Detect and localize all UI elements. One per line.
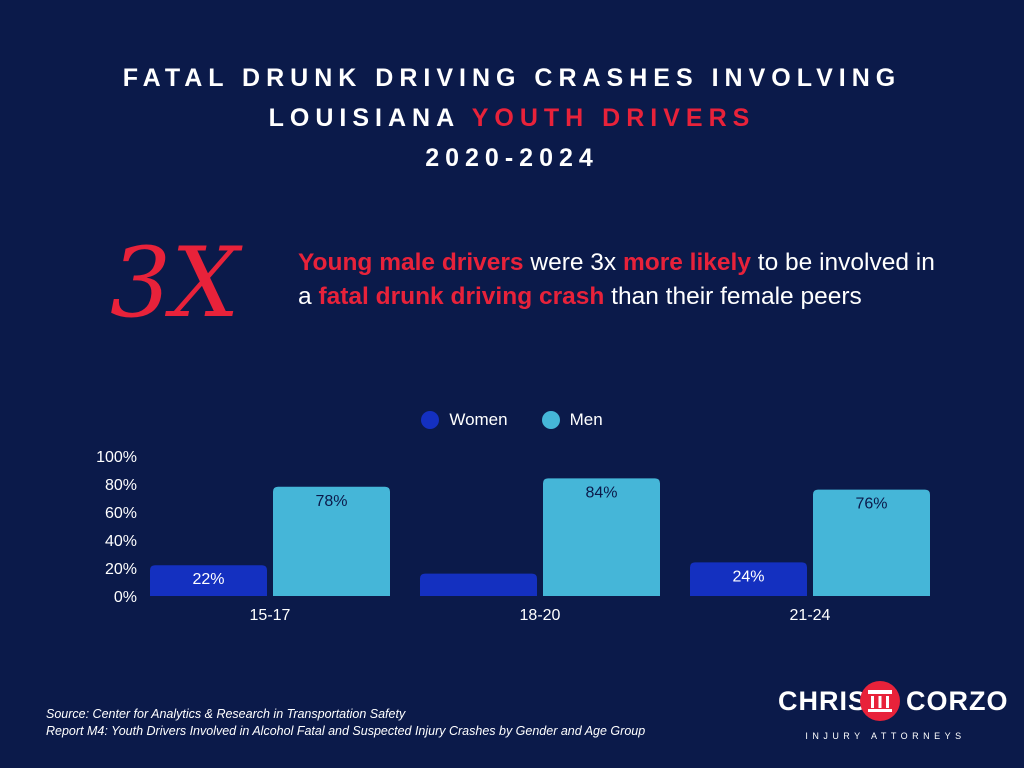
x-tick-label: 18-20	[520, 607, 561, 624]
bar-men	[543, 478, 660, 596]
title-line-2-accent: YOUTH DRIVERS	[471, 104, 756, 132]
statement-text-2: to be involved in a	[298, 249, 935, 310]
title-line-3: 2020-2024	[425, 144, 599, 172]
legend-item-women: Women	[421, 410, 508, 430]
data-label: 76%	[855, 496, 887, 513]
source-note: Source: Center for Analytics & Research …	[46, 706, 645, 740]
source-line-1: Source: Center for Analytics & Research …	[46, 707, 406, 721]
legend-label-women: Women	[449, 410, 508, 429]
title-line-2-prefix: LOUISIANA	[268, 104, 472, 132]
logo-tagline: INJURY ATTORNEYS	[805, 731, 966, 741]
x-tick-label: 21-24	[790, 607, 831, 624]
y-tick-label: 20%	[105, 561, 137, 578]
y-tick-label: 0%	[114, 589, 137, 606]
legend-item-men: Men	[541, 410, 603, 430]
y-tick-label: 60%	[105, 505, 137, 522]
title-line-2: LOUISIANA YOUTH DRIVERS	[0, 98, 1024, 138]
bar-men	[813, 489, 930, 596]
statement-highlight-1: Young male drivers	[298, 249, 524, 276]
bar-women	[690, 562, 807, 596]
data-label: 84%	[585, 484, 617, 501]
pillar-icon	[868, 690, 892, 712]
data-label: 22%	[192, 571, 224, 588]
bar-men	[273, 486, 390, 596]
y-tick-label: 40%	[105, 533, 137, 550]
bar-chart: 0% 20% 40% 60% 80% 100% 22% 78% 15-17 84% 18-20 24%…	[96, 449, 930, 624]
data-label: 78%	[315, 493, 347, 510]
chart-legend: Women Men	[0, 410, 1024, 430]
logo-word-right: CORZO	[906, 686, 1009, 716]
source-line-2: Report M4: Youth Drivers Involved in Alc…	[46, 724, 646, 738]
statement-text-3: than their female peers	[604, 283, 862, 310]
y-tick-label: 80%	[105, 477, 137, 494]
brand-logo: CHRIS CORZO INJURY ATTORNEYS	[778, 680, 1008, 750]
legend-swatch-women	[421, 411, 440, 429]
title-line-1: FATAL DRUNK DRIVING CRASHES INVOLVING	[122, 64, 902, 92]
statement-text-1: were 3x	[523, 249, 623, 276]
statement-highlight-2: more likely	[622, 249, 751, 276]
chart-title: FATAL DRUNK DRIVING CRASHES INVOLVING LO…	[0, 58, 1024, 178]
bar-women	[420, 573, 537, 596]
bar-women	[150, 565, 267, 596]
logo-word-left: CHRIS	[778, 686, 868, 716]
data-label: 24%	[732, 568, 764, 585]
legend-swatch-men	[541, 411, 560, 429]
legend-label-men: Men	[569, 410, 603, 429]
logo-pillar-icon	[860, 681, 900, 721]
statement-text: Young male drivers were 3x more likely t…	[298, 246, 948, 314]
statement-highlight-3: fatal drunk driving crash	[318, 283, 605, 310]
headline-stat: 3X	[110, 227, 240, 339]
x-tick-label: 15-17	[250, 607, 291, 624]
y-tick-label: 100%	[96, 449, 137, 466]
